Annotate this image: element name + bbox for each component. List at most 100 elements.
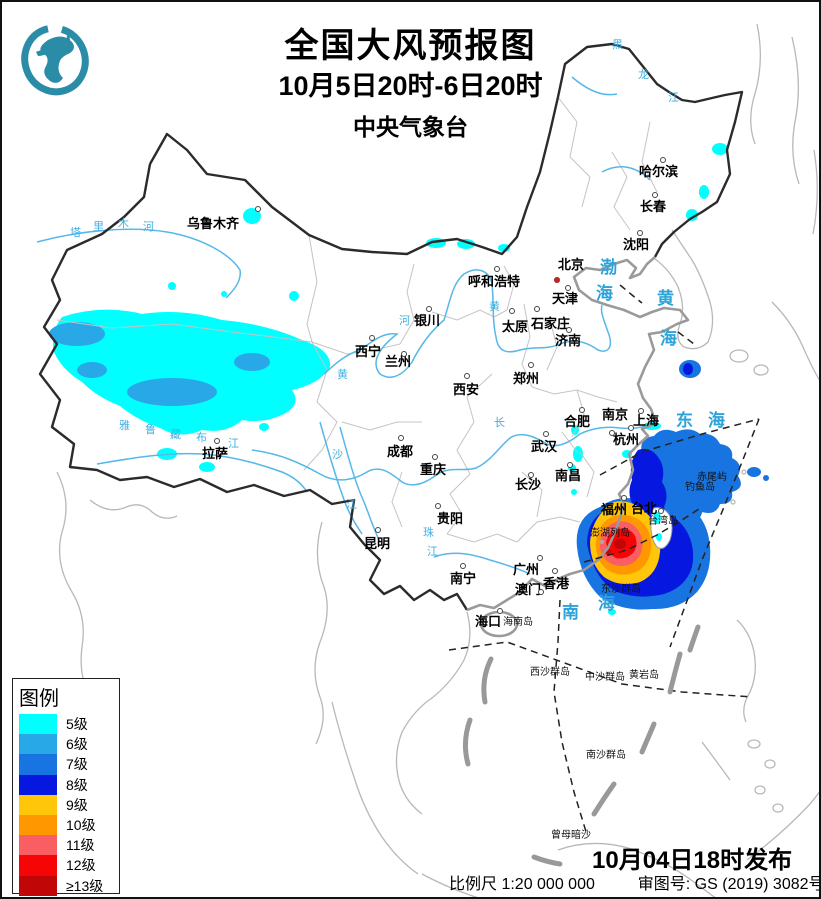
island-label: 海南岛 xyxy=(503,617,533,628)
city-label: 昆明 xyxy=(364,536,391,551)
sea-label: 海 xyxy=(596,284,613,303)
river-label: 河 xyxy=(143,221,154,233)
city-label: 香港 xyxy=(543,576,570,591)
city-label: 北京 xyxy=(558,257,585,272)
city-label: 西宁 xyxy=(355,344,382,359)
river-label: 木 xyxy=(118,218,129,230)
river-label: 沙 xyxy=(332,449,343,461)
island-label: 西沙群岛 xyxy=(530,667,570,678)
sea-label: 南 xyxy=(562,603,579,622)
city-marker xyxy=(621,495,627,501)
legend-box: 图例 5级 6级 7级 8级 9级 10级 11级 12级 ≥13级 xyxy=(12,678,120,896)
city-label: 武汉 xyxy=(531,439,558,454)
city-marker xyxy=(658,508,664,514)
city-marker xyxy=(375,527,381,533)
legend-label: 10级 xyxy=(66,817,96,834)
city-marker xyxy=(660,157,666,163)
river-label: 江 xyxy=(427,546,438,558)
city-label: 西安 xyxy=(453,382,480,397)
legend-swatch xyxy=(19,794,57,815)
city-marker xyxy=(255,206,261,212)
taiwan-island xyxy=(600,507,673,549)
city-marker xyxy=(579,407,585,413)
city-label: 呼和浩特 xyxy=(468,274,521,289)
legend-label: 8级 xyxy=(66,776,88,793)
city-label: 台北 xyxy=(631,501,658,516)
city-marker xyxy=(509,308,515,314)
legend-row: 11级 xyxy=(19,835,119,856)
city-marker xyxy=(566,327,572,333)
city-label: 太原 xyxy=(502,319,529,334)
river-label: 江 xyxy=(228,438,239,450)
city-marker xyxy=(401,351,407,357)
island-label: 黄岩岛 xyxy=(629,670,659,681)
legend-row: 5级 xyxy=(19,714,119,735)
island-label: 钓鱼岛 xyxy=(685,482,715,493)
city-label: 长春 xyxy=(640,199,667,214)
maritime-dashed-lines xyxy=(448,284,760,836)
city-label: 长沙 xyxy=(515,477,542,492)
island-label: 中沙群岛 xyxy=(585,672,625,683)
city-marker xyxy=(543,431,549,437)
capital-marker xyxy=(554,277,560,283)
legend-swatch xyxy=(19,814,57,836)
approval-number: 审图号: GS (2019) 3082号 xyxy=(637,876,821,893)
cma-dragon-logo xyxy=(21,24,89,96)
river-label: 龙 xyxy=(638,69,649,81)
map-scale: 比例尺 1:20 000 000 xyxy=(449,876,595,893)
island-label: 东沙群岛 xyxy=(601,584,641,595)
city-label: 海口 xyxy=(475,614,502,629)
legend-label: 7级 xyxy=(66,756,88,773)
sea-label: 东 xyxy=(676,411,693,430)
city-marker xyxy=(537,555,543,561)
city-marker xyxy=(534,306,540,312)
city-marker xyxy=(538,589,544,595)
city-marker xyxy=(398,435,404,441)
river-label: 珠 xyxy=(423,527,434,539)
city-marker xyxy=(528,472,534,478)
legend-swatch xyxy=(19,754,57,775)
city-marker xyxy=(497,608,503,614)
city-label: 南宁 xyxy=(450,571,477,586)
river-label: 鲁 xyxy=(145,424,156,436)
island-label: 台湾岛 xyxy=(648,516,678,527)
city-marker xyxy=(426,306,432,312)
legend-label: 11级 xyxy=(66,837,95,854)
typhoon-wind-area xyxy=(576,360,769,610)
legend-label: ≥13级 xyxy=(66,877,104,894)
island-label: 南沙群岛 xyxy=(586,750,626,761)
legend-label: 5级 xyxy=(66,716,88,733)
city-label: 杭州 xyxy=(613,432,640,447)
rivers xyxy=(36,76,653,575)
island-label: 赤尾屿 xyxy=(697,472,727,483)
city-marker xyxy=(637,230,643,236)
legend-swatch xyxy=(19,734,57,755)
nine-dash-line xyxy=(462,624,701,867)
legend-label: 9级 xyxy=(66,796,88,813)
river-label: 藏 xyxy=(170,429,181,441)
legend-label: 12级 xyxy=(66,857,96,874)
city-marker xyxy=(494,266,500,272)
legend-items: 5级 6级 7级 8级 9级 10级 11级 12级 ≥13级 xyxy=(19,714,119,896)
city-label: 沈阳 xyxy=(623,237,650,252)
city-label: 兰州 xyxy=(385,354,412,369)
river-label: 布 xyxy=(196,432,207,444)
legend-title: 图例 xyxy=(19,688,59,710)
city-label: 上海 xyxy=(633,413,660,428)
city-label: 天津 xyxy=(552,291,579,306)
river-label: 江 xyxy=(346,499,357,511)
city-marker xyxy=(460,563,466,569)
city-label: 银川 xyxy=(414,313,441,328)
wind-area-5 xyxy=(53,143,728,615)
river-label: 长 xyxy=(494,417,505,429)
city-label: 澳门 xyxy=(515,582,542,597)
city-label: 重庆 xyxy=(420,462,447,477)
sea-label: 海 xyxy=(660,329,677,348)
city-label: 济南 xyxy=(555,333,582,348)
city-marker xyxy=(435,503,441,509)
city-label: 南京 xyxy=(602,407,629,422)
river-label: 黑 xyxy=(612,39,623,51)
city-label: 合肥 xyxy=(564,414,591,429)
